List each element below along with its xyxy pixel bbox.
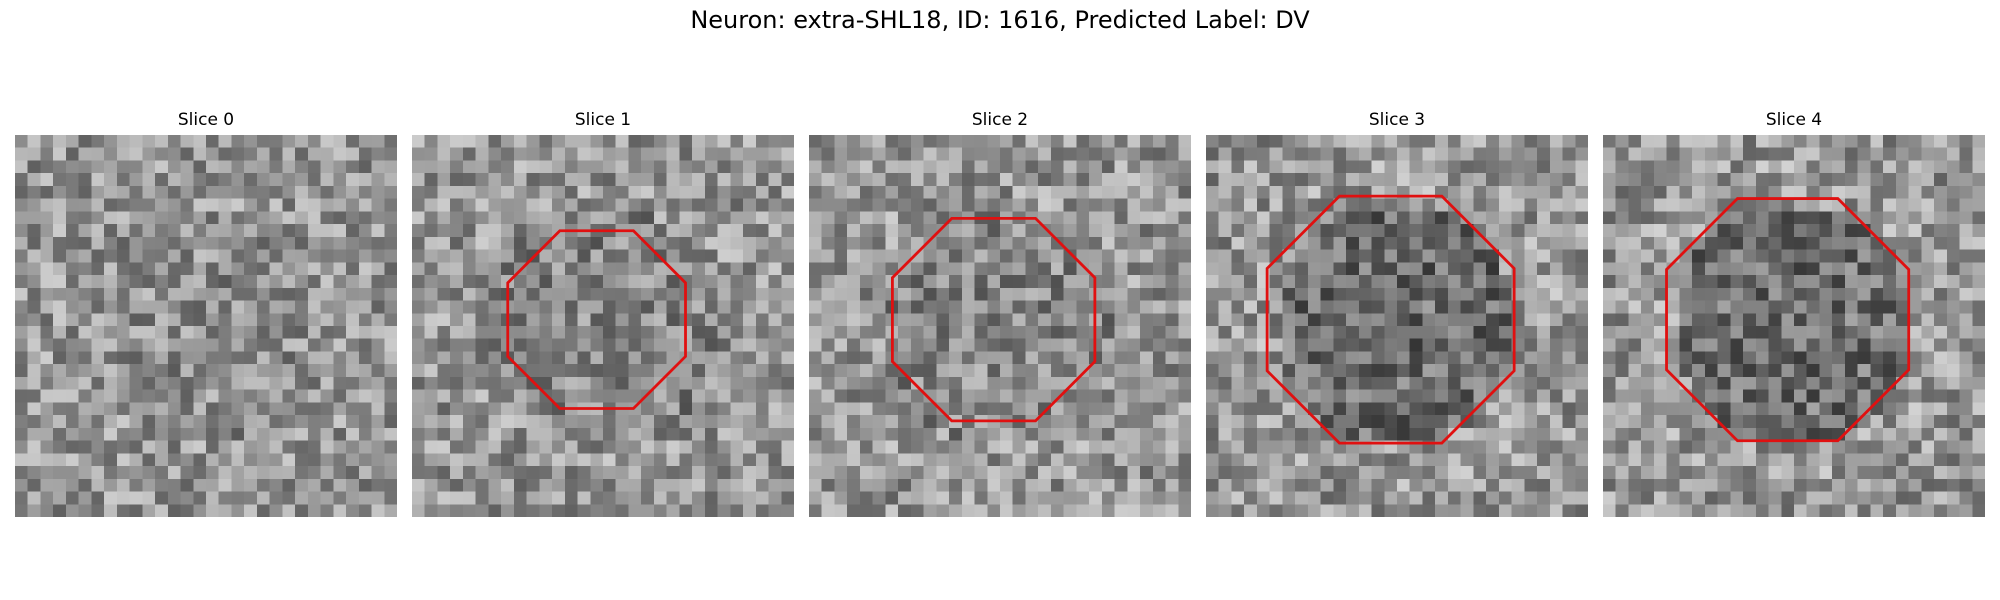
slice-panel-4: Slice 4: [1603, 108, 1985, 517]
slice-title: Slice 4: [1765, 110, 1823, 130]
slice-title: Slice 0: [177, 110, 235, 130]
slice-image: [1206, 135, 1588, 517]
segmentation-contour: [1665, 197, 1911, 443]
slice-panel-3: Slice 3: [1206, 108, 1588, 517]
slice-title: Slice 3: [1368, 110, 1426, 130]
slice-panel-2: Slice 2: [809, 108, 1191, 517]
slice-title: Slice 1: [574, 110, 632, 130]
slice-image: [809, 135, 1191, 517]
slice-image: [15, 135, 397, 517]
slice-panel-1: Slice 1: [412, 108, 794, 517]
slice-image: [1603, 135, 1985, 517]
segmentation-contour: [506, 229, 687, 410]
slice-title: Slice 2: [971, 110, 1029, 130]
slice-panel-0: Slice 0: [15, 108, 397, 517]
figure-title: Neuron: extra-SHL18, ID: 1616, Predicted…: [690, 6, 1310, 34]
segmentation-contour: [1265, 194, 1516, 445]
slice-image: [412, 135, 794, 517]
segmentation-contour: [891, 217, 1097, 423]
